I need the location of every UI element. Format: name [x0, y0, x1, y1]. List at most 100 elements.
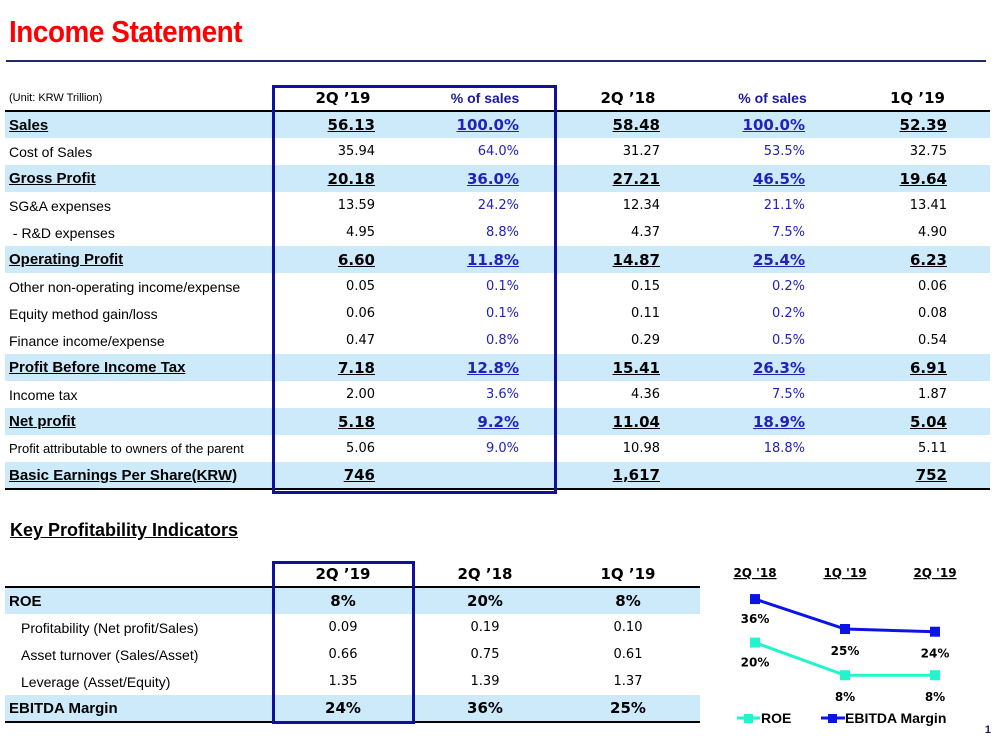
row-value: 5.06 — [346, 441, 375, 456]
row-label: - R&D expenses — [9, 224, 115, 241]
row-value: 1.35 — [328, 674, 358, 689]
row-value: 0.15 — [631, 279, 660, 294]
row-label: Asset turnover (Sales/Asset) — [21, 646, 199, 663]
row-label: Basic Earnings Per Share(KRW) — [5, 462, 272, 490]
data-point — [930, 626, 940, 637]
table-row: - R&D expenses 4.95 8.8% 4.37 7.5% 4.90 — [5, 219, 990, 246]
row-value: 27.21 — [556, 165, 700, 192]
row-value: 1.39 — [470, 674, 500, 689]
row-value: 7.18 — [272, 354, 414, 381]
table-row: Profit attributable to owners of the par… — [5, 435, 990, 462]
row-value: 0.61 — [613, 647, 643, 662]
row-value: 19.64 — [845, 165, 990, 192]
title-divider — [6, 60, 986, 62]
row-value: 6.60 — [272, 246, 414, 273]
data-point — [930, 670, 940, 681]
data-label: 36% — [741, 612, 770, 626]
row-value: 0.1% — [485, 279, 519, 294]
table-row: Gross Profit 20.18 36.0% 27.21 46.5% 19.64 — [5, 165, 990, 192]
row-value: 0.75 — [470, 647, 500, 662]
row-value: 0.06 — [918, 279, 947, 294]
row-value: 0.2% — [771, 306, 805, 321]
row-value: 8% — [556, 587, 700, 614]
row-value: 4.95 — [346, 225, 375, 240]
data-point — [840, 624, 850, 634]
row-value: 0.66 — [328, 647, 358, 662]
kpi-header-row: 2Q ’19 2Q ’18 1Q ’19 — [5, 561, 700, 588]
column-header: 1Q ’19 — [556, 561, 700, 588]
row-value: 25.4% — [700, 246, 845, 273]
row-label: Income tax — [9, 386, 78, 403]
row-value: 20.18 — [272, 165, 414, 192]
row-value: 36.0% — [414, 165, 556, 192]
row-value: 9.0% — [485, 441, 519, 456]
column-header: 1Q ’19 — [845, 85, 990, 112]
row-value: 15.41 — [556, 354, 700, 381]
row-value: 5.04 — [845, 408, 990, 435]
row-value: 2.00 — [346, 387, 375, 402]
row-value: 10.98 — [622, 441, 660, 456]
row-value: 8% — [272, 587, 414, 614]
row-label: SG&A expenses — [9, 197, 111, 214]
column-header: 2Q ’19 — [272, 85, 414, 112]
table-row: Net profit 5.18 9.2% 11.04 18.9% 5.04 — [5, 408, 990, 435]
table-row: Profit Before Income Tax 7.18 12.8% 15.41 26… — [5, 354, 990, 381]
column-header: % of sales — [700, 85, 845, 112]
row-label: Profitability (Net profit/Sales) — [21, 619, 199, 636]
row-value: 0.47 — [346, 333, 375, 348]
table-row: Equity method gain/loss 0.06 0.1% 0.11 0.2% 0… — [5, 300, 990, 327]
row-value: 5.11 — [918, 441, 947, 456]
row-value: 0.1% — [485, 306, 519, 321]
row-value: 56.13 — [272, 111, 414, 138]
page-title: Income Statement — [9, 14, 243, 49]
table-row: Finance income/expense 0.47 0.8% 0.29 0.5% 0.… — [5, 327, 990, 354]
row-value: 100.0% — [414, 111, 556, 138]
data-label: 8% — [925, 690, 945, 704]
row-value: 7.5% — [771, 387, 805, 402]
row-label: Other non-operating income/expense — [9, 278, 241, 295]
row-value: 1.87 — [918, 387, 947, 402]
row-value: 18.9% — [700, 408, 845, 435]
row-label: Sales — [5, 111, 272, 138]
row-value: 0.8% — [485, 333, 519, 348]
row-value: 0.06 — [346, 306, 375, 321]
row-value: 0.05 — [346, 279, 375, 294]
row-value: 24.2% — [477, 198, 519, 213]
legend-ebitda-label: EBITDA Margin — [845, 710, 946, 726]
row-value: 24% — [272, 695, 414, 723]
row-value: 12.34 — [622, 198, 660, 213]
row-value: 0.11 — [631, 306, 660, 321]
row-value: 0.2% — [771, 279, 805, 294]
data-point — [840, 670, 850, 681]
category-label: 1Q '19 — [823, 566, 866, 580]
table-row: Sales 56.13 100.0% 58.48 100.0% 52.39 — [5, 111, 990, 138]
row-value: 26.3% — [700, 354, 845, 381]
row-value: 21.1% — [763, 198, 805, 213]
row-value: 8.8% — [485, 225, 519, 240]
category-label: 2Q '18 — [733, 566, 776, 580]
kpi-table: 2Q ’19 2Q ’18 1Q ’19 ROE 8% 20% 8% Profitabilit… — [5, 561, 700, 723]
kpi-row: Leverage (Asset/Equity) 1.35 1.39 1.37 — [5, 668, 700, 695]
table-row: Other non-operating income/expense 0.05 0.… — [5, 273, 990, 300]
column-header: 2Q ’19 — [272, 561, 414, 588]
row-value: 32.75 — [909, 144, 947, 159]
row-value: 0.08 — [918, 306, 947, 321]
row-value: 752 — [845, 462, 990, 490]
kpi-row: Profitability (Net profit/Sales) 0.09 0.19… — [5, 614, 700, 641]
row-label: ROE — [5, 587, 272, 614]
legend-roe-marker — [744, 714, 753, 723]
row-value: 1,617 — [556, 462, 700, 490]
kpi-line-chart: 2Q '18 1Q '19 2Q '19 20% 8% 8% 36% 25% 24% ROE EBI… — [733, 566, 956, 726]
row-label: Gross Profit — [5, 165, 272, 192]
row-label: Cost of Sales — [9, 143, 93, 160]
row-value: 100.0% — [700, 111, 845, 138]
row-value: 14.87 — [556, 246, 700, 273]
row-value: 11.04 — [556, 408, 700, 435]
row-value: 58.48 — [556, 111, 700, 138]
row-value: 4.37 — [631, 225, 660, 240]
row-value: 13.41 — [909, 198, 947, 213]
unit-label: (Unit: KRW Trillion) — [5, 85, 272, 112]
row-value: 0.09 — [328, 620, 358, 635]
row-value: 4.90 — [918, 225, 947, 240]
category-label: 2Q '19 — [913, 566, 956, 580]
